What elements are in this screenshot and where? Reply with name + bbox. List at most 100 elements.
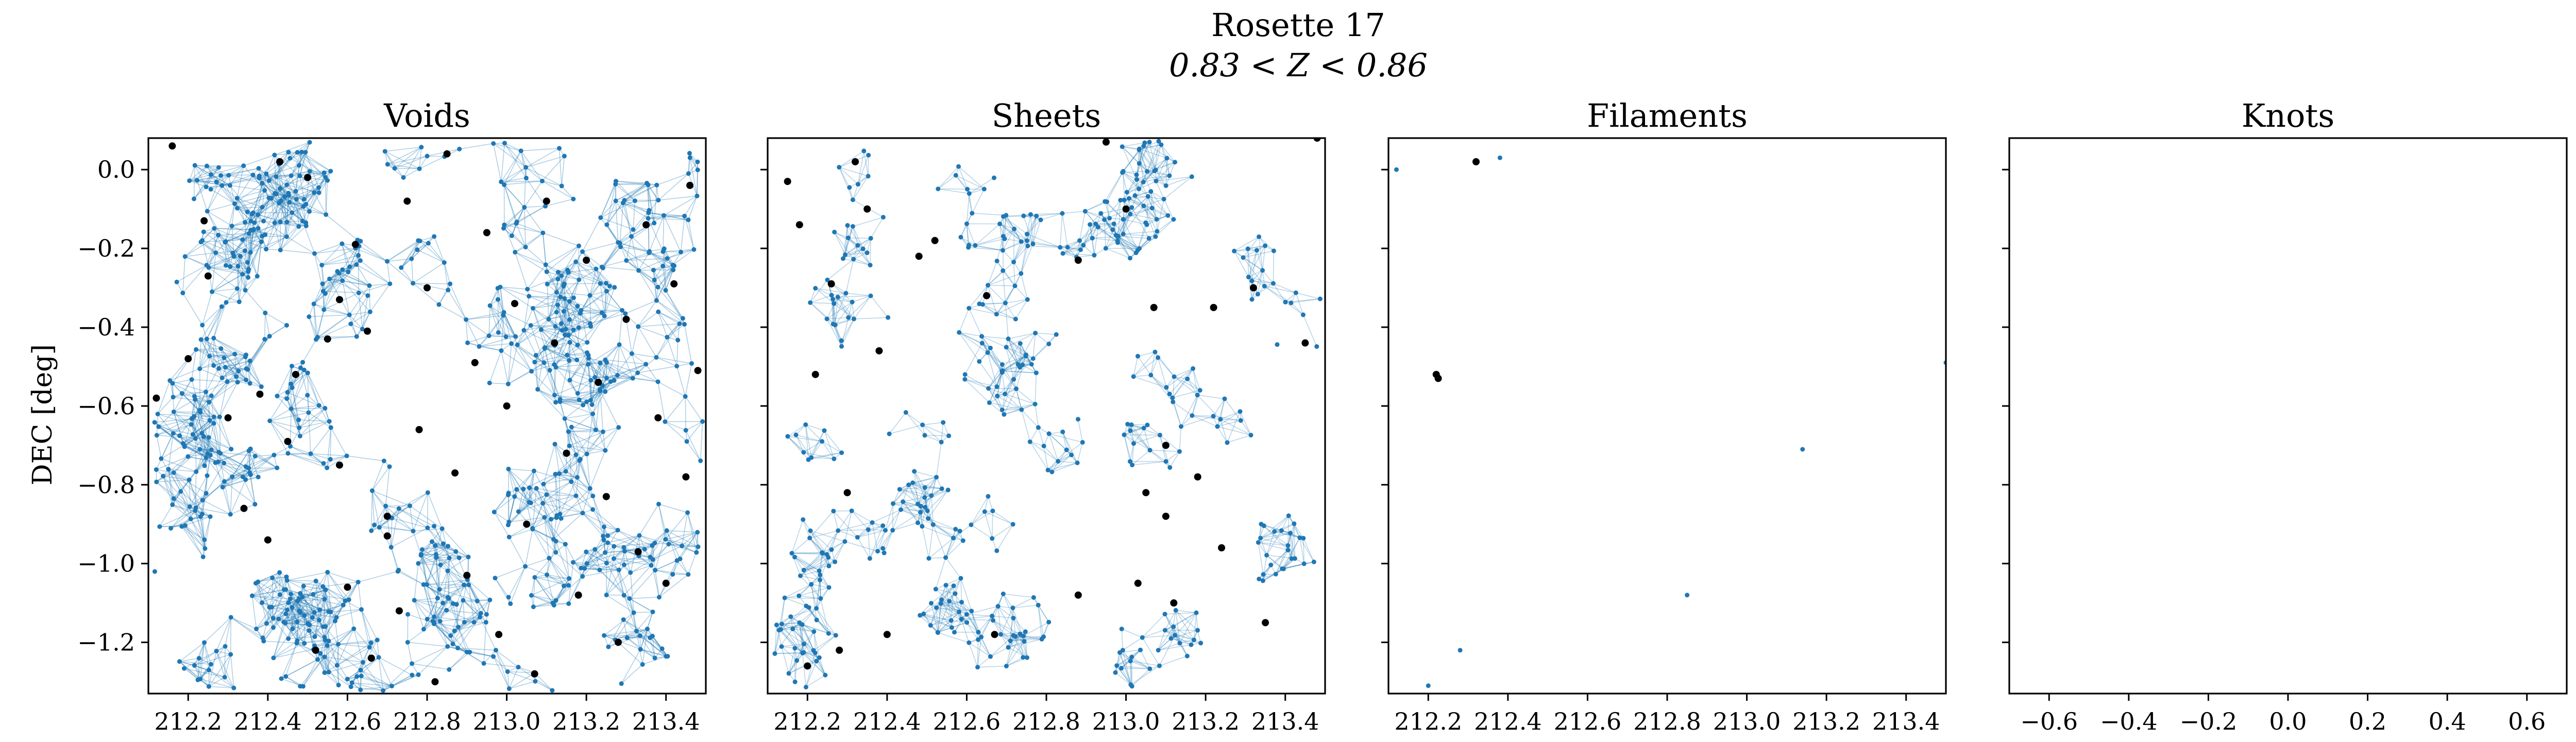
graph-edge xyxy=(259,176,269,198)
graph-edge xyxy=(600,391,604,432)
graph-edge xyxy=(544,517,550,559)
graph-edge xyxy=(787,436,804,453)
graph-edge xyxy=(892,489,900,504)
graph-edge xyxy=(171,506,190,529)
graph-edge xyxy=(658,504,669,545)
graph-edge xyxy=(626,637,641,650)
graph-edge xyxy=(936,442,942,478)
galaxy-point xyxy=(360,327,365,332)
galaxy-point xyxy=(171,409,176,414)
graph-edge xyxy=(309,316,317,340)
graph-edge xyxy=(426,584,435,617)
plot-area xyxy=(152,140,705,693)
graph-edge xyxy=(535,681,553,691)
graph-edge xyxy=(606,558,615,595)
graph-edge xyxy=(834,231,854,260)
graph-edge xyxy=(1092,238,1095,256)
galaxy-point xyxy=(601,524,606,529)
graph-edge xyxy=(328,662,363,673)
graph-edge xyxy=(225,221,251,243)
graph-edge xyxy=(434,622,459,628)
graph-edge xyxy=(928,557,946,559)
graph-edge xyxy=(857,522,873,538)
graph-edge xyxy=(194,399,202,433)
graph-edge xyxy=(465,319,480,347)
graph-edge xyxy=(811,452,842,458)
galaxy-point xyxy=(261,638,266,644)
graph-edge xyxy=(398,492,428,509)
graph-edge xyxy=(560,495,594,515)
galaxy-point xyxy=(324,212,329,217)
graph-edge xyxy=(495,650,508,672)
graph-edge xyxy=(249,467,277,473)
graph-edge xyxy=(569,445,581,460)
galaxy-point xyxy=(157,524,162,529)
graph-edge xyxy=(833,324,842,347)
graph-edge xyxy=(518,502,543,512)
graph-edge xyxy=(595,542,608,550)
graph-edge xyxy=(213,302,227,339)
graph-edge xyxy=(503,184,517,224)
graph-edge xyxy=(652,636,655,659)
galaxy-point xyxy=(297,173,302,178)
graph-edge xyxy=(560,297,565,312)
graph-edge xyxy=(479,343,512,347)
graph-edge xyxy=(853,252,868,260)
graph-edge xyxy=(920,495,932,513)
graph-edge xyxy=(493,143,527,168)
graph-edge xyxy=(604,635,628,638)
graph-edge xyxy=(454,621,486,632)
graph-edge xyxy=(440,616,480,622)
graph-edge xyxy=(977,656,991,668)
graph-edge xyxy=(778,630,803,654)
graph-edge xyxy=(329,278,368,296)
galaxy-point xyxy=(432,620,437,626)
graph-edge xyxy=(225,617,231,647)
graph-edge xyxy=(532,529,566,545)
graph-edge xyxy=(194,654,231,666)
graph-edge xyxy=(281,643,297,679)
galaxy-point xyxy=(323,637,328,643)
graph-edge xyxy=(494,496,515,513)
graph-edge xyxy=(323,572,328,587)
galaxy-point xyxy=(171,431,176,436)
graph-edge xyxy=(560,399,580,400)
graph-edge xyxy=(533,577,535,607)
graph-edge xyxy=(446,610,474,623)
graph-edge xyxy=(845,293,871,296)
graph-edge xyxy=(503,312,516,337)
graph-edge xyxy=(168,469,181,492)
galaxy-point xyxy=(578,457,583,462)
graph-edge xyxy=(314,610,320,637)
graph-edge xyxy=(219,382,238,417)
graph-edge xyxy=(209,356,237,377)
galaxy-point xyxy=(605,533,611,538)
graph-edge xyxy=(639,635,668,657)
galaxy-point xyxy=(509,341,514,346)
graph-edge xyxy=(1164,630,1192,645)
galaxy-point xyxy=(236,299,242,305)
galaxy-point xyxy=(300,360,306,365)
graph-edge xyxy=(805,425,809,460)
galaxy-point xyxy=(501,310,506,315)
galaxy-point xyxy=(646,216,651,221)
graph-edge xyxy=(834,231,858,246)
graph-edge xyxy=(207,211,219,235)
graph-edge xyxy=(508,468,530,503)
graph-edge xyxy=(497,299,506,337)
data-point xyxy=(614,638,622,646)
graph-edge xyxy=(230,479,246,515)
galaxy-point xyxy=(279,676,284,681)
galaxy-point xyxy=(354,334,359,339)
graph-edge xyxy=(279,188,287,223)
graph-edge xyxy=(292,623,308,630)
graph-edge xyxy=(508,469,515,497)
graph-edge xyxy=(532,529,550,559)
graph-edge xyxy=(1155,170,1166,186)
graph-edge xyxy=(639,535,655,544)
graph-edge xyxy=(384,151,404,178)
graph-edge xyxy=(869,530,886,559)
graph-edge xyxy=(507,345,518,384)
graph-edge xyxy=(398,508,434,527)
graph-edge xyxy=(279,594,313,618)
